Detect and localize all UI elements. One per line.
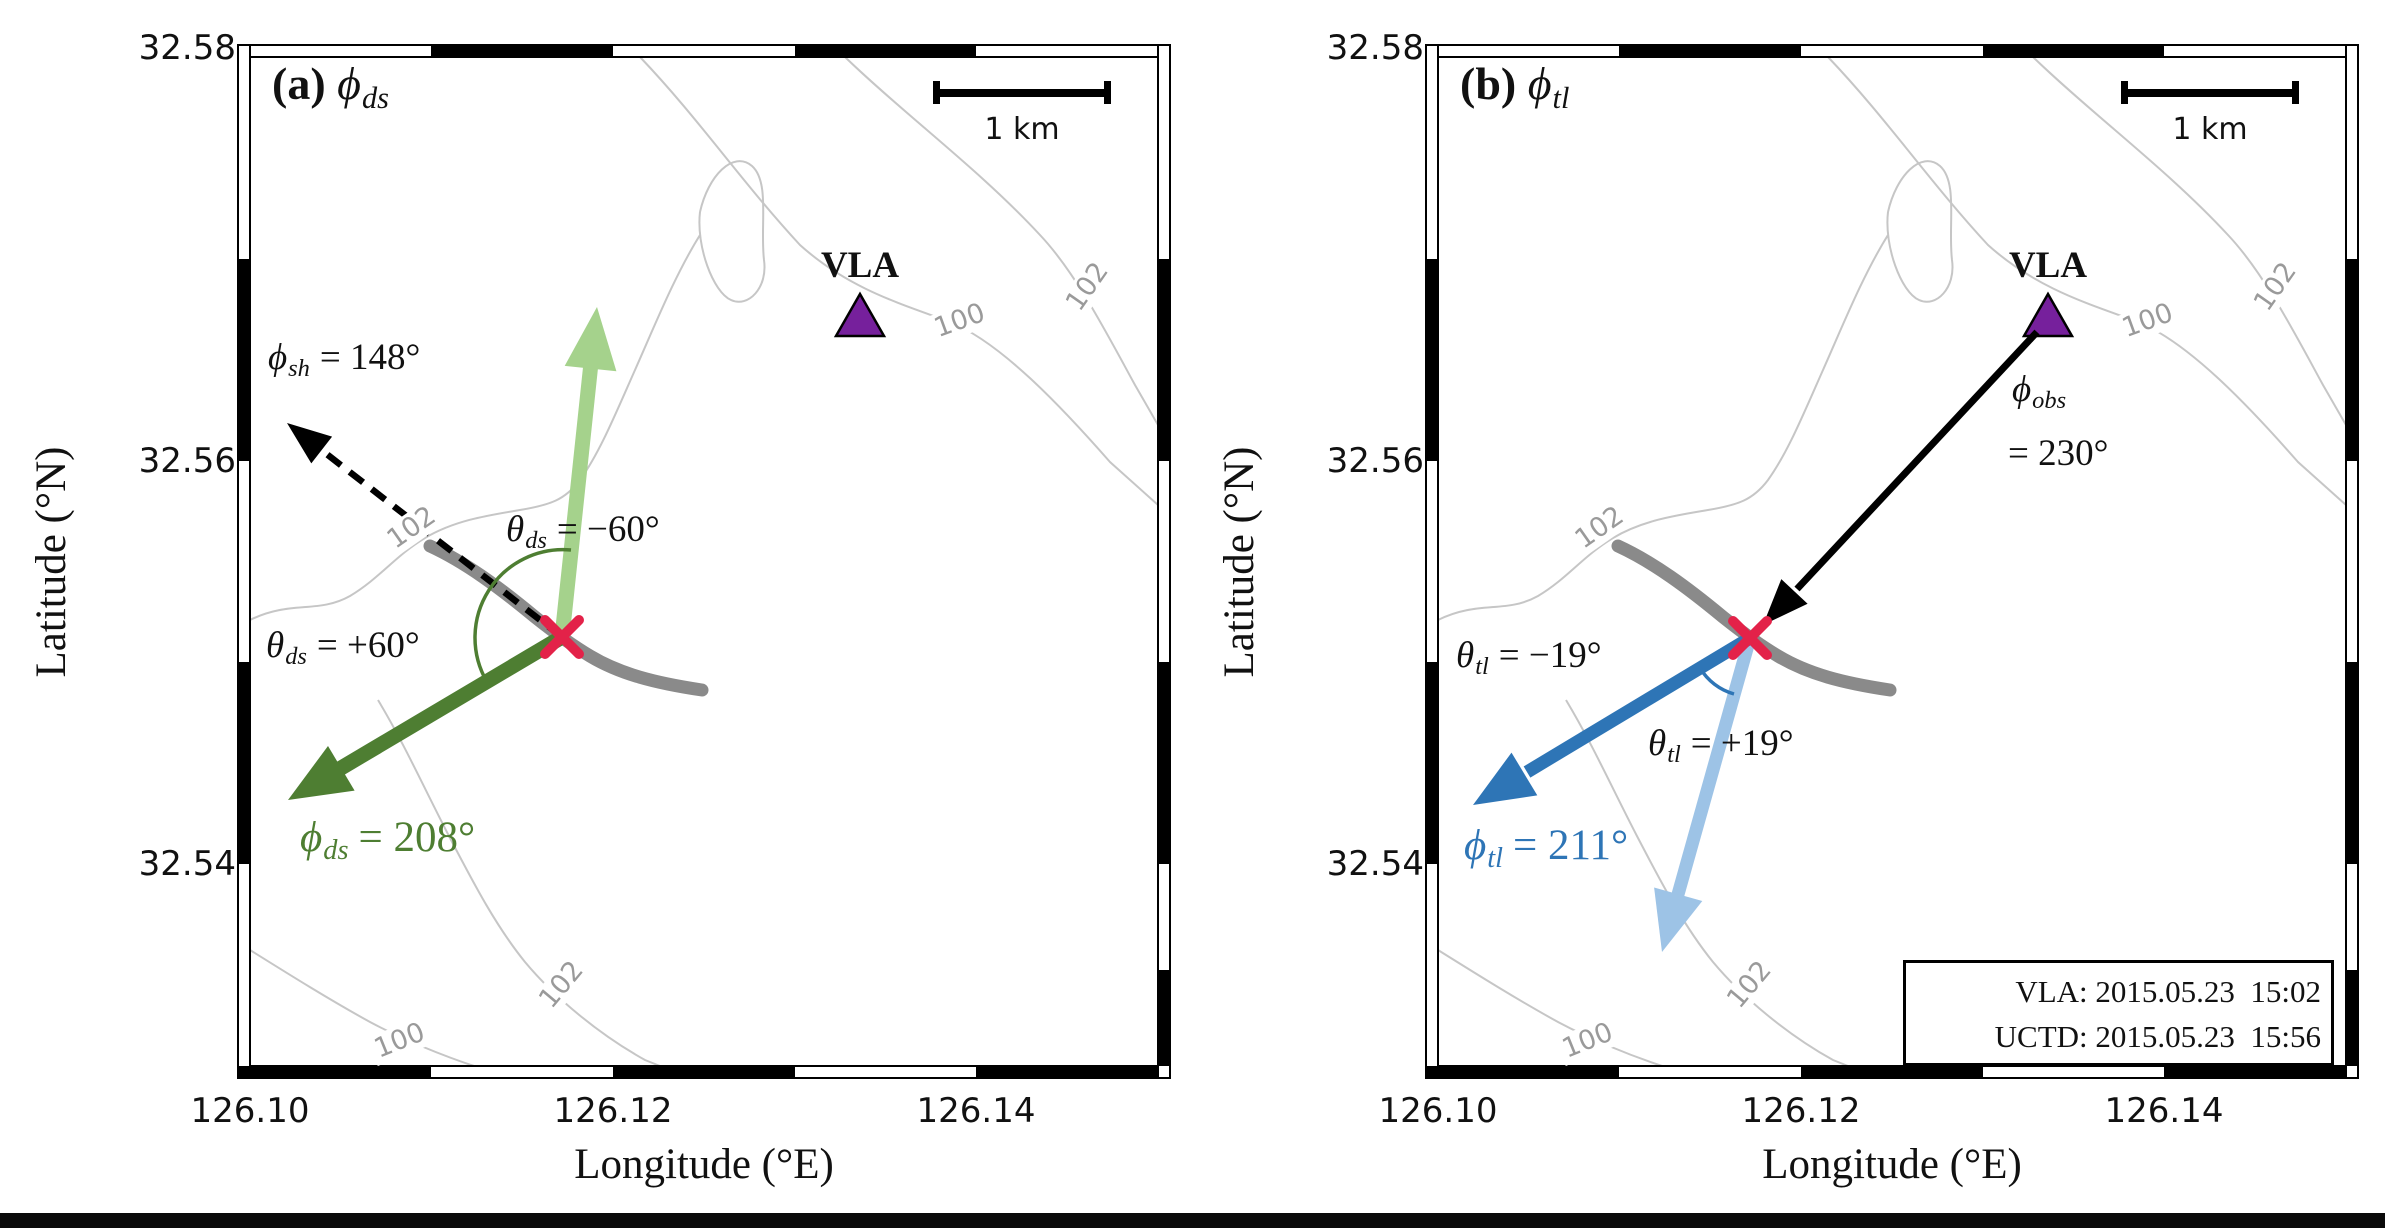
panel-b-title-symbol: ϕ — [1527, 58, 1552, 109]
theta-subscript: ds — [285, 642, 307, 670]
panel-b-phi-obs-annotation: ϕobs — [2012, 368, 2066, 423]
panel-a-phi-sh-dashed-arrow — [287, 423, 564, 640]
panel-a-xlabel: Longitude (°E) — [574, 1141, 834, 1188]
panel-b-map-decor — [1426, 45, 2358, 1078]
phi-symbol: ϕ — [2012, 369, 2032, 410]
phi-subscript: sh — [288, 354, 310, 382]
phi-tl-value: = 211° — [1513, 822, 1629, 869]
panel-b-title-subscript: tl — [1552, 80, 1570, 115]
panel-a-lat-tick-3254: 32.54 — [138, 844, 236, 884]
panel-b-scale-bar-label: 1 km — [2172, 112, 2248, 147]
panel-a-lon-tick-12612: 126.12 — [553, 1091, 673, 1131]
theta-plus19-value: = +19° — [1690, 723, 1794, 764]
panel-a-title-subscript: ds — [361, 80, 389, 115]
theta-symbol: θ — [1456, 635, 1475, 676]
theta-minus19-value: = −19° — [1498, 635, 1602, 676]
panel-a-lat-tick-3256: 32.56 — [138, 441, 236, 481]
panel-b-ylabel: Latitude (°N) — [1216, 446, 1263, 678]
phi-subscript: tl — [1487, 842, 1504, 874]
theta-subscript: ds — [525, 526, 547, 554]
panel-a-vla-label: VLA — [820, 245, 900, 286]
panel-a-theta-minus60-annotation: θds = −60° — [506, 508, 660, 563]
phi-symbol: ϕ — [1464, 822, 1487, 869]
panel-b-angle-arc — [1698, 667, 1735, 696]
panel-b-lon-tick-12610: 126.10 — [1378, 1091, 1498, 1131]
panel-a-theta-plus60-annotation: θds = +60° — [266, 624, 420, 679]
panel-a-title: (a) ϕds — [272, 58, 389, 124]
panel-b-phi-obs-arrow — [1763, 329, 2040, 625]
phi-symbol: ϕ — [268, 337, 288, 378]
panel-b-xlabel: Longitude (°E) — [1762, 1141, 2022, 1188]
panel-b-phi-obs-value: = 230° — [2008, 432, 2108, 476]
theta-plus60-value: = +60° — [316, 625, 420, 666]
theta-subscript: tl — [1475, 652, 1489, 680]
panel-a-angle-arc — [473, 547, 572, 683]
panel-b-phi-tl-arrow — [1654, 636, 1757, 952]
panel-b-vla-label: VLA — [2008, 245, 2088, 286]
panel-b-phi-tl-annotation: ϕtl = 211° — [1464, 824, 1628, 881]
panel-a-title-prefix: (a) — [272, 58, 326, 109]
panel-b-title-prefix: (b) — [1460, 58, 1517, 109]
phi-obs-value: = 230° — [2008, 433, 2109, 474]
panel-b-dark-blue-arrow — [1473, 632, 1754, 805]
panel-b-title: (b) ϕtl — [1460, 58, 1569, 124]
panel-b-theta-minus19-annotation: θtl = −19° — [1456, 634, 1602, 689]
panel-a-ylabel: Latitude (°N) — [28, 446, 75, 678]
panel-b-lat-tick-3258: 32.58 — [1326, 28, 1424, 68]
panel-b-red-cross-marker — [1728, 616, 1772, 660]
panel-a-phi-ds-annotation: ϕds = 208° — [300, 816, 475, 873]
theta-symbol: θ — [266, 625, 285, 666]
panel-a-title-symbol: ϕ — [337, 58, 361, 109]
theta-symbol: θ — [1648, 723, 1667, 764]
panel-a-red-cross-marker — [540, 615, 584, 659]
phi-subscript: ds — [323, 834, 349, 866]
vla-timestamp: VLA: 2015.05.23 15:02 — [2015, 974, 2321, 1009]
panel-b-lat-tick-3256: 32.56 — [1326, 441, 1424, 481]
panel-a-phi-sh-annotation: ϕsh = 148° — [268, 336, 420, 391]
phi-subscript: obs — [2032, 386, 2067, 414]
panel-b-lat-tick-3254: 32.54 — [1326, 844, 1424, 884]
panel-a-scale-bar-label: 1 km — [984, 112, 1060, 147]
panel-a-lon-tick-12614: 126.14 — [916, 1091, 1036, 1131]
panel-a-lat-tick-3258: 32.58 — [138, 28, 236, 68]
theta-symbol: θ — [506, 509, 525, 550]
bottom-black-bar — [0, 1213, 2385, 1228]
panel-a-map-decor — [238, 45, 1170, 1078]
uctd-timestamp: UCTD: 2015.05.23 15:56 — [1994, 1019, 2321, 1054]
panel-a-phi-ds-arrow — [288, 630, 566, 800]
phi-sh-value: = 148° — [319, 337, 421, 378]
timestamp-legend-box: VLA: 2015.05.23 15:02 UCTD: 2015.05.23 1… — [1903, 960, 2334, 1066]
panel-b-lon-tick-12612: 126.12 — [1741, 1091, 1861, 1131]
theta-minus60-value: = −60° — [556, 509, 660, 550]
theta-subscript: tl — [1667, 740, 1681, 768]
panel-b-lon-tick-12614: 126.14 — [2104, 1091, 2224, 1131]
panel-a-lon-tick-12610: 126.10 — [190, 1091, 310, 1131]
phi-ds-value: = 208° — [358, 814, 476, 861]
panel-a-light-green-arrow — [554, 307, 617, 638]
phi-symbol: ϕ — [300, 814, 323, 861]
panel-b-theta-plus19-annotation: θtl = +19° — [1648, 722, 1794, 777]
